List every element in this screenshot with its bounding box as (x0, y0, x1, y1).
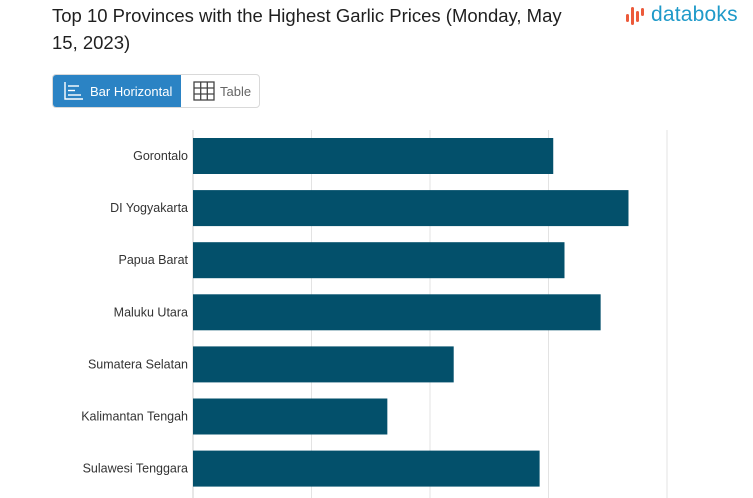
table-button[interactable]: Table (181, 75, 259, 107)
bar-gorontalo[interactable] (193, 138, 554, 174)
table-label: Table (220, 83, 252, 99)
view-toggle: Bar Horizontal Table (52, 74, 260, 108)
category-label: Kalimantan Tengah (81, 410, 188, 424)
category-label: Maluku Utara (114, 305, 188, 319)
databoks-logo: databoks (625, 2, 738, 28)
databoks-logo-icon (626, 7, 644, 25)
bar-sumatera-selatan[interactable] (193, 346, 454, 383)
category-label: Sulawesi Tenggara (83, 462, 188, 476)
bar-di-yogyakarta[interactable] (193, 190, 629, 227)
bar-sulawesi-tenggara[interactable] (193, 450, 540, 487)
chart-title: Top 10 Provinces with the Highest Garlic… (52, 5, 562, 53)
category-label: Papua Barat (119, 253, 189, 267)
databoks-logo-text: databoks (651, 3, 738, 26)
category-label: Gorontalo (133, 149, 188, 163)
category-label: DI Yogyakarta (110, 201, 188, 215)
bar-horizontal-label: Bar Horizontal (90, 83, 173, 99)
bar-horizontal-button[interactable]: Bar Horizontal (53, 75, 181, 107)
bar-kalimantan-tengah[interactable] (193, 398, 388, 435)
bar-chart-icon (64, 82, 83, 100)
bar-papua-barat[interactable] (193, 242, 565, 279)
category-label: Sumatera Selatan (88, 357, 188, 371)
table-icon (193, 81, 215, 101)
bar-maluku-utara[interactable] (193, 294, 601, 331)
